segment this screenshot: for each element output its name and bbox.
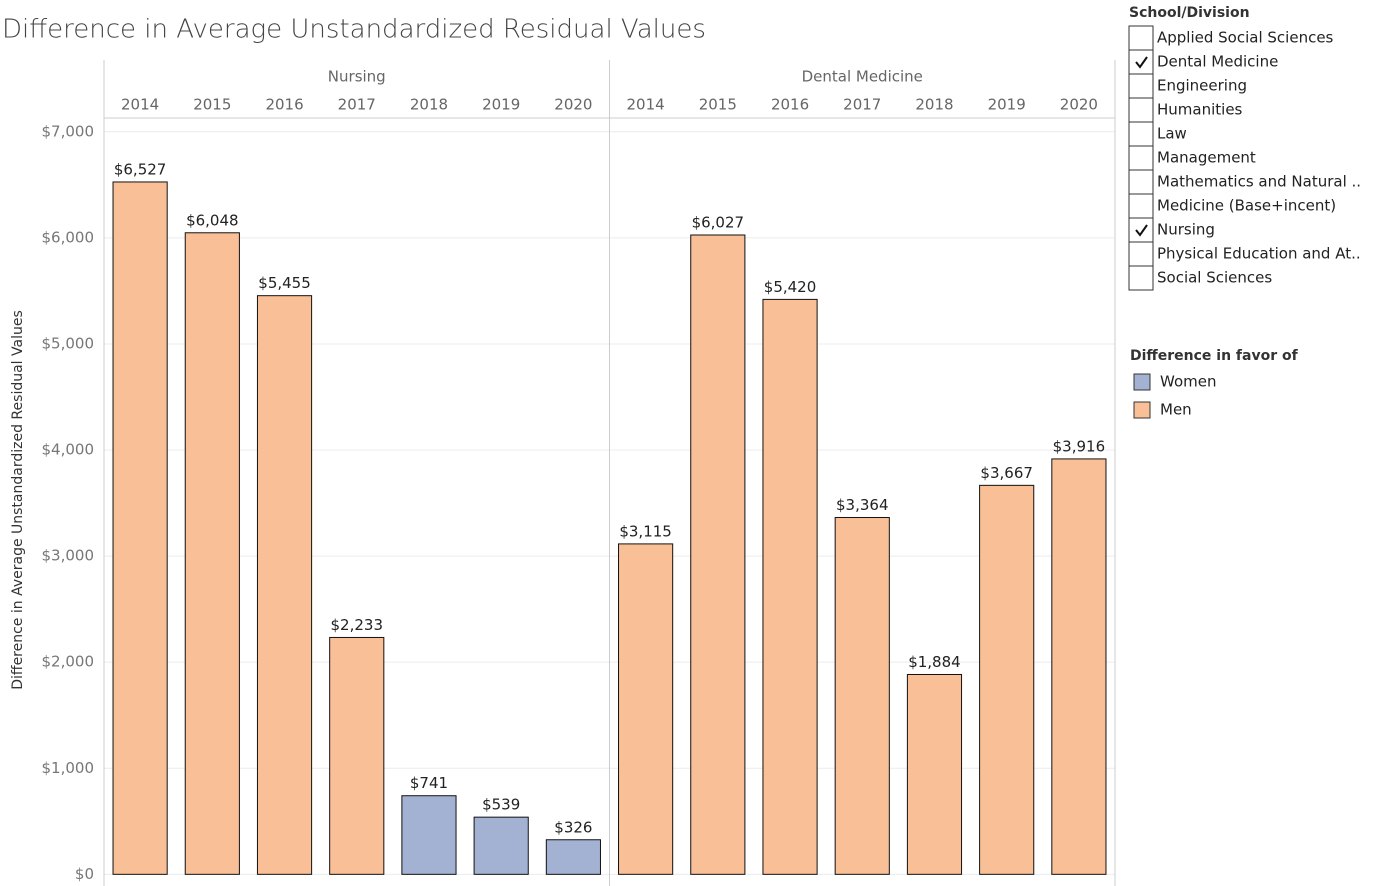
x-tick-label: 2014: [627, 96, 665, 114]
x-tick-label: 2017: [338, 96, 376, 114]
value-label: $2,233: [331, 616, 384, 634]
value-label: $6,527: [114, 160, 167, 178]
checkbox[interactable]: [1128, 193, 1154, 219]
panel-header: Dental Medicine: [802, 68, 923, 86]
value-label: $3,916: [1053, 437, 1106, 455]
bar: [545, 839, 601, 875]
checkbox[interactable]: [1128, 121, 1154, 147]
checkbox[interactable]: [1128, 49, 1154, 75]
filter-item-label[interactable]: Mathematics and Natural ..: [1157, 173, 1361, 191]
bar: [184, 232, 240, 875]
value-label: $3,364: [836, 496, 889, 514]
value-label: $5,455: [258, 274, 311, 292]
bar: [401, 795, 457, 875]
value-label: $539: [482, 796, 520, 814]
filter-item-label[interactable]: Dental Medicine: [1157, 53, 1278, 71]
bar: [979, 484, 1035, 875]
x-tick-label: 2020: [1060, 96, 1098, 114]
bar: [762, 298, 818, 875]
filter-item-label[interactable]: Humanities: [1157, 101, 1243, 119]
x-tick-label: 2018: [410, 96, 448, 114]
checkbox[interactable]: [1128, 73, 1154, 99]
checkbox[interactable]: [1128, 217, 1154, 243]
bar: [329, 636, 385, 875]
filter-item-label[interactable]: Engineering: [1157, 77, 1247, 95]
y-tick-label: $4,000: [42, 441, 95, 459]
bar: [1051, 458, 1107, 875]
filter-title: School/Division: [1129, 5, 1250, 21]
checkmark: [1135, 224, 1148, 237]
x-tick-label: 2015: [193, 96, 231, 114]
value-label: $3,115: [619, 522, 672, 540]
checkbox[interactable]: [1128, 97, 1154, 123]
bar: [112, 181, 168, 875]
y-tick-label: $0: [75, 865, 94, 883]
checkmark: [1135, 56, 1148, 69]
value-label: $6,048: [186, 211, 239, 229]
checkbox[interactable]: [1128, 241, 1154, 267]
filter-item-label[interactable]: Medicine (Base+incent): [1157, 197, 1336, 215]
checkbox[interactable]: [1128, 25, 1154, 51]
legend-swatch: [1133, 373, 1151, 391]
legend-swatch: [1133, 401, 1151, 419]
filter-item-label[interactable]: Nursing: [1157, 221, 1215, 239]
value-label: $741: [410, 774, 448, 792]
x-tick-label: 2019: [988, 96, 1026, 114]
y-tick-label: $7,000: [42, 122, 95, 140]
x-tick-label: 2014: [121, 96, 159, 114]
bar: [690, 234, 746, 875]
panel-header: Nursing: [328, 68, 386, 86]
value-label: $3,667: [980, 464, 1033, 482]
filter-item-label[interactable]: Applied Social Sciences: [1157, 29, 1334, 47]
x-tick-label: 2016: [265, 96, 303, 114]
bar: [473, 816, 529, 875]
bar: [618, 543, 674, 875]
value-label: $326: [554, 818, 592, 836]
x-tick-label: 2015: [699, 96, 737, 114]
chart-title: Difference in Average Unstandardized Res…: [2, 15, 706, 45]
x-tick-label: 2018: [915, 96, 953, 114]
value-label: $1,884: [908, 653, 961, 671]
value-label: $5,420: [764, 278, 817, 296]
x-tick-label: 2016: [771, 96, 809, 114]
x-tick-label: 2019: [482, 96, 520, 114]
checkbox[interactable]: [1128, 145, 1154, 171]
x-tick-label: 2020: [554, 96, 592, 114]
x-tick-label: 2017: [843, 96, 881, 114]
filter-item-label[interactable]: Law: [1157, 125, 1187, 143]
bar: [906, 673, 963, 875]
y-tick-label: $1,000: [42, 759, 95, 777]
checkbox[interactable]: [1128, 265, 1154, 291]
y-tick-label: $3,000: [42, 547, 95, 565]
filter-item-label[interactable]: Physical Education and At..: [1157, 245, 1361, 263]
y-tick-label: $6,000: [42, 228, 95, 246]
bar: [834, 516, 890, 875]
filter-item-label[interactable]: Social Sciences: [1157, 269, 1272, 287]
y-tick-label: $5,000: [42, 334, 95, 352]
y-axis-label: Difference in Average Unstandardized Res…: [10, 310, 26, 690]
legend-label: Women: [1160, 373, 1216, 391]
legend-label: Men: [1160, 401, 1192, 419]
bar: [256, 295, 313, 875]
filter-item-label[interactable]: Management: [1157, 149, 1256, 167]
y-tick-label: $2,000: [42, 653, 95, 671]
legend-title: Difference in favor of: [1130, 348, 1299, 364]
checkbox[interactable]: [1128, 169, 1154, 195]
value-label: $6,027: [692, 214, 745, 232]
